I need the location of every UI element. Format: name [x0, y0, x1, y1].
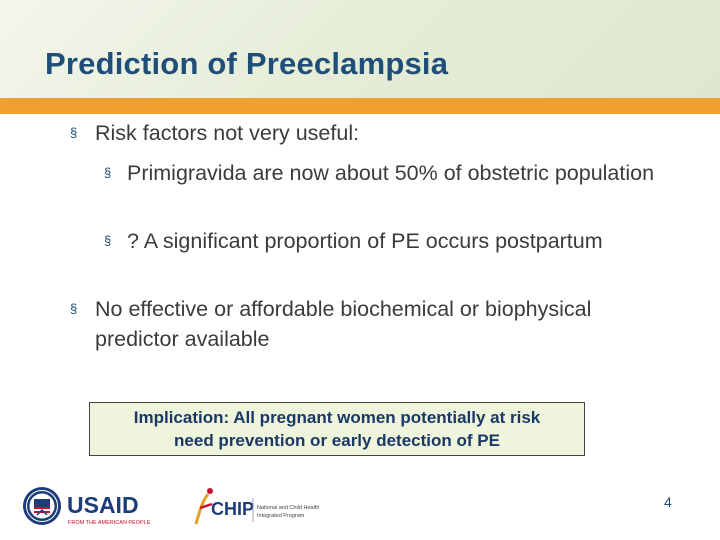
callout-line-2: need prevention or early detection of PE: [174, 431, 500, 450]
bullet-text: Primigravida are now about 50% of obstet…: [127, 161, 655, 185]
callout-line-1: Implication: All pregnant women potentia…: [133, 408, 541, 427]
slide-title: Prediction of Preeclampsia: [45, 46, 449, 81]
accent-bar: [0, 98, 720, 114]
bullet-text: Risk factors not very useful:: [95, 121, 360, 145]
bullet-text: No effective or affordable biochemical o…: [95, 297, 592, 351]
usaid-tagline: FROM THE AMERICAN PEOPLE: [68, 520, 151, 526]
bullet-text: ? A significant proportion of PE occurs …: [127, 229, 603, 253]
chip-name-line-1: National and Child Health: [257, 505, 319, 511]
usaid-seal-icon: [23, 487, 61, 525]
bullet-item: § No effective or affordable biochemical…: [70, 294, 670, 354]
sub-bullet-item: § ? A significant proportion of PE occur…: [104, 226, 684, 256]
implication-callout: Implication: All pregnant women potentia…: [89, 402, 585, 456]
page-number: 4: [664, 494, 672, 510]
callout-text: Implication: All pregnant women potentia…: [134, 406, 540, 452]
header-band: [0, 0, 720, 98]
chip-name-line-2: Integrated Program: [257, 513, 305, 519]
usaid-logo: USAID FROM THE AMERICAN PEOPLE: [23, 487, 151, 526]
chip-figure-icon: [194, 488, 213, 525]
bullet-marker: §: [104, 165, 112, 180]
chip-wordmark: CHIP: [211, 499, 254, 519]
bullet-marker: §: [70, 301, 78, 316]
bullet-item: § Risk factors not very useful:: [70, 118, 670, 148]
sub-bullet-item: § Primigravida are now about 50% of obst…: [104, 158, 684, 188]
usaid-wordmark: USAID: [67, 492, 139, 518]
bullet-marker: §: [70, 125, 78, 140]
chip-logo: CHIP National and Child Health Integrate…: [194, 488, 319, 525]
bullet-marker: §: [104, 233, 112, 248]
